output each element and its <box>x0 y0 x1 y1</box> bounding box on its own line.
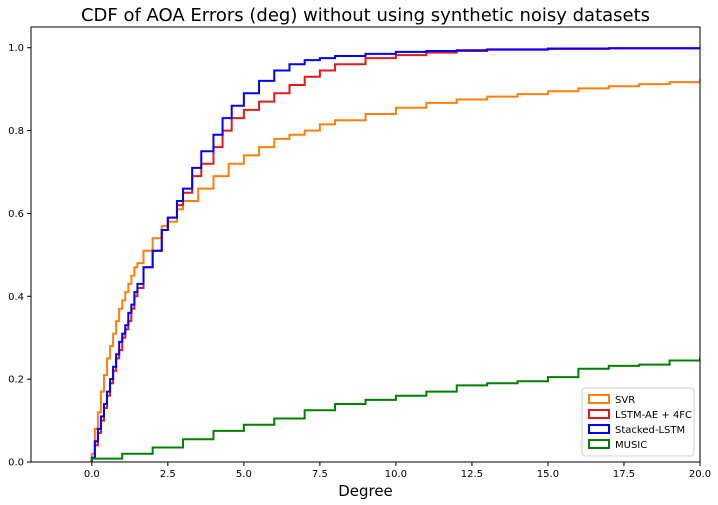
y-tick-label: 0.4 <box>8 292 24 303</box>
series-line-music <box>90 357 700 462</box>
series-line-lstm-ae-4fc <box>90 47 700 462</box>
series-line-stacked-lstm <box>90 46 700 462</box>
y-axis: 0.0 0.2 0.4 0.6 0.8 1.0 <box>8 43 31 469</box>
x-tick-label: 5.0 <box>236 469 252 480</box>
legend-swatch <box>588 439 610 449</box>
legend-swatch <box>588 409 610 419</box>
x-tick-label: 15.0 <box>537 469 559 480</box>
chart-title: CDF of AOA Errors (deg) without using sy… <box>81 5 650 26</box>
x-tick-label: 12.5 <box>461 469 483 480</box>
x-tick-label: 17.5 <box>613 469 635 480</box>
legend-label: SVR <box>615 395 635 406</box>
legend-swatch <box>588 424 610 434</box>
y-tick-label: 1.0 <box>8 43 24 54</box>
x-tick-label: 20.0 <box>689 469 711 480</box>
x-axis: 0.0 2.5 5.0 7.5 10.0 12.5 15.0 17.5 20.0 <box>84 462 711 480</box>
legend-swatch <box>588 394 610 404</box>
plot-area <box>30 26 701 463</box>
y-tick-label: 0.6 <box>8 209 24 220</box>
y-tick-label: 0.0 <box>8 458 24 469</box>
legend-label: MUSIC <box>615 440 647 451</box>
x-tick-label: 7.5 <box>312 469 328 480</box>
legend: SVR LSTM-AE + 4FC Stacked-LSTM MUSIC <box>581 387 695 457</box>
series-layer <box>90 46 700 462</box>
x-tick-label: 10.0 <box>385 469 407 480</box>
y-tick-label: 0.2 <box>8 375 24 386</box>
legend-label: LSTM-AE + 4FC <box>615 410 692 421</box>
x-tick-label: 2.5 <box>160 469 176 480</box>
series-line-svr <box>90 79 700 462</box>
y-tick-label: 0.8 <box>8 126 24 137</box>
legend-label: Stacked-LSTM <box>615 425 685 436</box>
x-tick-label: 0.0 <box>84 469 100 480</box>
x-axis-label: Degree <box>338 482 393 500</box>
